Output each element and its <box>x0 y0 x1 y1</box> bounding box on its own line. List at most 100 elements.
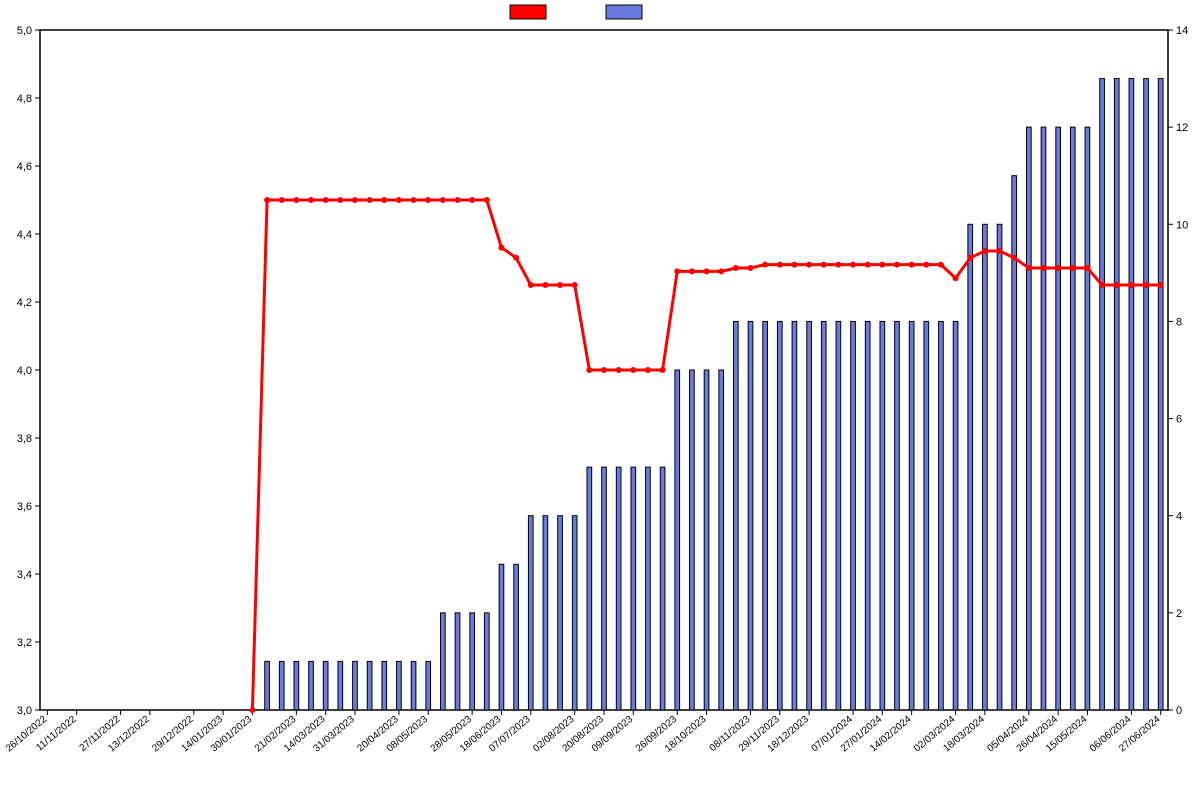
y-left-tick-label: 4,0 <box>17 365 32 377</box>
bar <box>983 224 988 710</box>
bar <box>953 321 958 710</box>
bar <box>1085 127 1090 710</box>
line-marker <box>1026 265 1032 271</box>
line-marker <box>498 245 504 251</box>
line-marker <box>440 197 446 203</box>
line-marker <box>1099 282 1105 288</box>
y-right-tick-label: 2 <box>1176 608 1182 620</box>
bar <box>690 370 695 710</box>
line-marker <box>1143 282 1149 288</box>
line-marker <box>337 197 343 203</box>
line-marker <box>323 197 329 203</box>
line-marker <box>1055 265 1061 271</box>
bar <box>455 613 460 710</box>
line-marker <box>1084 265 1090 271</box>
y-left-tick-label: 4,6 <box>17 161 32 173</box>
line-marker <box>923 262 929 268</box>
bar <box>631 467 636 710</box>
bar <box>865 321 870 710</box>
y-right-tick-label: 0 <box>1176 705 1182 717</box>
bar <box>748 321 753 710</box>
line-marker <box>1011 255 1017 261</box>
line-marker <box>542 282 548 288</box>
y-left-tick-label: 4,2 <box>17 297 32 309</box>
bar <box>470 613 475 710</box>
line-marker <box>821 262 827 268</box>
bar <box>411 661 416 710</box>
line-marker <box>1114 282 1120 288</box>
bar <box>616 467 621 710</box>
line-marker <box>704 268 710 274</box>
legend-blue-swatch <box>606 5 642 19</box>
line-marker <box>1158 282 1164 288</box>
line-marker <box>645 367 651 373</box>
bar <box>997 224 1002 710</box>
bar <box>602 467 607 710</box>
line-marker <box>249 707 255 713</box>
bar <box>895 321 900 710</box>
y-left-tick-label: 3,0 <box>17 705 32 717</box>
bar <box>558 516 563 710</box>
line-marker <box>308 197 314 203</box>
bar <box>1026 127 1031 710</box>
bar <box>309 661 314 710</box>
bar <box>338 661 343 710</box>
bar <box>1100 79 1105 710</box>
y-right-tick-label: 10 <box>1176 219 1188 231</box>
bar <box>265 661 270 710</box>
bar <box>1041 127 1046 710</box>
line-marker <box>762 262 768 268</box>
bar <box>426 661 431 710</box>
bar <box>528 516 533 710</box>
line-marker <box>279 197 285 203</box>
chart-svg: 3,03,23,43,63,84,04,24,44,64,85,00246810… <box>0 0 1200 800</box>
line-marker <box>791 262 797 268</box>
bar <box>1158 79 1163 710</box>
line-marker <box>484 197 490 203</box>
bar <box>719 370 724 710</box>
bar <box>441 613 446 710</box>
bar <box>821 321 826 710</box>
bar <box>777 321 782 710</box>
bar <box>382 661 387 710</box>
line-marker <box>1070 265 1076 271</box>
line-marker <box>674 268 680 274</box>
bar <box>836 321 841 710</box>
y-right-tick-label: 12 <box>1176 122 1188 134</box>
line-marker <box>689 268 695 274</box>
line-marker <box>513 255 519 261</box>
bar <box>397 661 402 710</box>
line-marker <box>894 262 900 268</box>
bar <box>939 321 944 710</box>
line-marker <box>572 282 578 288</box>
y-right-tick-label: 14 <box>1176 25 1188 37</box>
line-marker <box>469 197 475 203</box>
y-left-tick-label: 3,2 <box>17 637 32 649</box>
line-marker <box>586 367 592 373</box>
line-marker <box>601 367 607 373</box>
bar <box>1144 79 1149 710</box>
bar <box>1056 127 1061 710</box>
bar <box>924 321 929 710</box>
bar <box>543 516 548 710</box>
line-marker <box>909 262 915 268</box>
bar <box>294 661 299 710</box>
line-marker <box>616 367 622 373</box>
y-left-tick-label: 4,4 <box>17 229 32 241</box>
bar <box>484 613 489 710</box>
line-marker <box>528 282 534 288</box>
bar <box>514 564 519 710</box>
bar <box>279 661 284 710</box>
bar <box>807 321 812 710</box>
line-marker <box>953 275 959 281</box>
line-marker <box>718 268 724 274</box>
line-marker <box>982 248 988 254</box>
line-marker <box>997 248 1003 254</box>
line-marker <box>367 197 373 203</box>
bar <box>353 661 358 710</box>
bar <box>851 321 856 710</box>
line-marker <box>264 197 270 203</box>
line-marker <box>352 197 358 203</box>
y-left-tick-label: 4,8 <box>17 93 32 105</box>
line-marker <box>938 262 944 268</box>
